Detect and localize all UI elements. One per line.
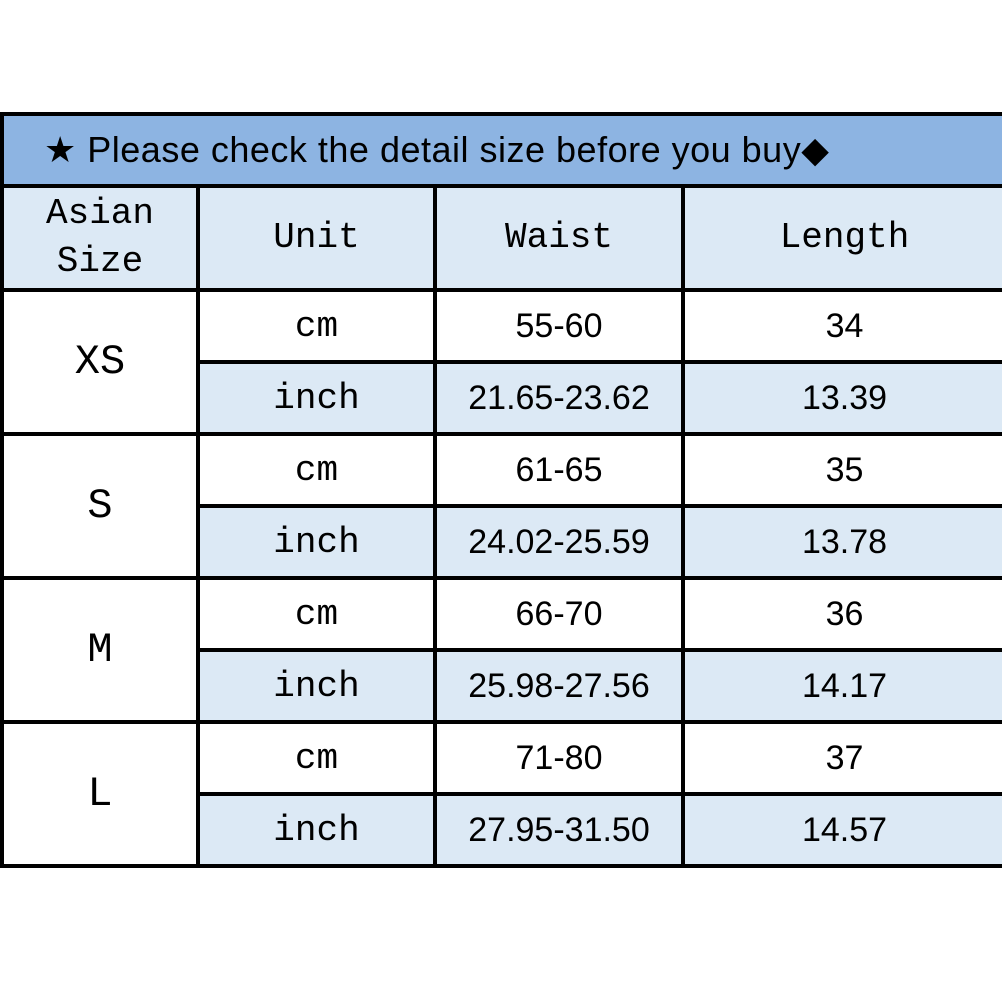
unit-label: inch bbox=[196, 504, 437, 580]
waist-value: 55-60 bbox=[433, 288, 685, 364]
length-value: 37 bbox=[680, 720, 1002, 796]
table-row-s-inch: inch 24.02-25.59 13.78 bbox=[2, 504, 1002, 580]
table-row-l-inch: inch 27.95-31.50 14.57 bbox=[2, 792, 1002, 868]
table-row-l-cm: L cm 71-80 37 bbox=[0, 720, 1002, 868]
unit-label: cm bbox=[196, 576, 437, 652]
col-header-waist: Waist bbox=[433, 184, 685, 292]
unit-label: inch bbox=[196, 360, 437, 436]
waist-value: 27.95-31.50 bbox=[433, 792, 685, 868]
length-value: 36 bbox=[680, 576, 1002, 652]
waist-value: 24.02-25.59 bbox=[433, 504, 685, 580]
waist-value: 25.98-27.56 bbox=[433, 648, 685, 724]
length-value: 14.17 bbox=[680, 648, 1002, 724]
col-header-unit: Unit bbox=[196, 184, 437, 292]
notice-banner: ★ Please check the detail size before yo… bbox=[0, 112, 1002, 188]
table-row-m-cm: M cm 66-70 36 bbox=[0, 576, 1002, 724]
table-row-xs-inch: inch 21.65-23.62 13.39 bbox=[2, 360, 1002, 436]
unit-label: cm bbox=[196, 720, 437, 796]
waist-value: 61-65 bbox=[433, 432, 685, 508]
length-value: 34 bbox=[680, 288, 1002, 364]
unit-label: inch bbox=[196, 792, 437, 868]
table-row-s-cm: S cm 61-65 35 bbox=[0, 432, 1002, 580]
length-value: 13.39 bbox=[680, 360, 1002, 436]
size-label-m: M bbox=[0, 576, 200, 724]
unit-label: cm bbox=[196, 432, 437, 508]
table-row-m-inch: inch 25.98-27.56 14.17 bbox=[2, 648, 1002, 724]
col-header-length: Length bbox=[680, 184, 1002, 292]
notice-banner-text: ★ Please check the detail size before yo… bbox=[0, 112, 1002, 188]
length-value: 35 bbox=[680, 432, 1002, 508]
waist-value: 21.65-23.62 bbox=[433, 360, 685, 436]
unit-label: cm bbox=[196, 288, 437, 364]
length-value: 14.57 bbox=[680, 792, 1002, 868]
size-label-s: S bbox=[0, 432, 200, 580]
col-header-asian-size: Asian Size bbox=[0, 184, 200, 292]
table-row-xs-cm: XS cm 55-60 34 bbox=[0, 288, 1002, 436]
waist-value: 66-70 bbox=[433, 576, 685, 652]
size-label-l: L bbox=[0, 720, 200, 868]
size-chart-table: ★ Please check the detail size before yo… bbox=[0, 112, 1002, 868]
unit-label: inch bbox=[196, 648, 437, 724]
waist-value: 71-80 bbox=[433, 720, 685, 796]
size-label-xs: XS bbox=[0, 288, 200, 436]
table-header-row: Asian Size Unit Waist Length bbox=[0, 184, 1002, 292]
length-value: 13.78 bbox=[680, 504, 1002, 580]
